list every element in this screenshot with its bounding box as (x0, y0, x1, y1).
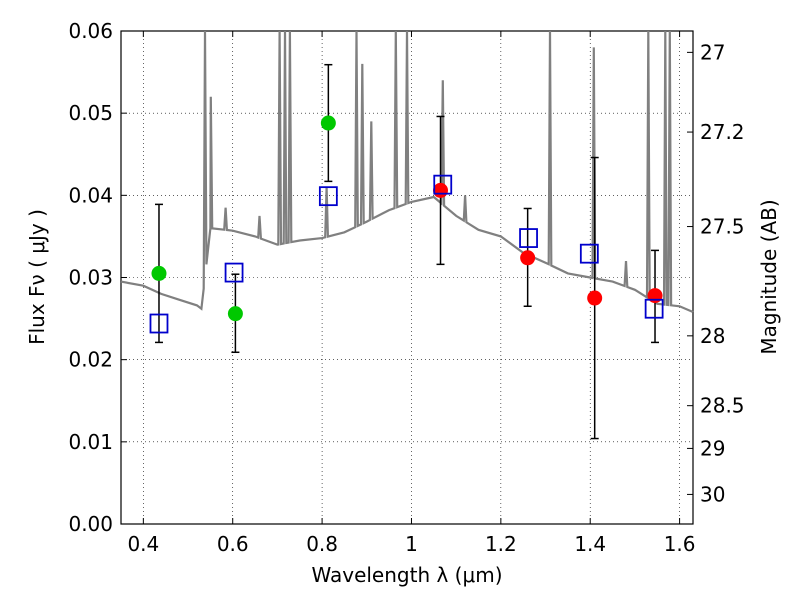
data-point (520, 250, 536, 266)
right-tick-label: 27.2 (700, 120, 745, 144)
y-tick-label: 0.00 (68, 512, 113, 536)
model-photometry-point (579, 243, 599, 264)
data-point (433, 182, 449, 198)
right-tick-label: 27 (700, 40, 725, 64)
y-tick-label: 0.02 (68, 348, 113, 372)
data-point (647, 288, 663, 304)
right-tick-label: 29 (700, 436, 725, 460)
y-tick-label: 0.01 (68, 430, 113, 454)
y-tick-label: 0.03 (68, 266, 113, 290)
right-tick-label: 27.5 (700, 215, 745, 239)
x-axis-title: Wavelength λ (μm) (311, 563, 502, 587)
y-tick-label: 0.06 (68, 19, 113, 43)
x-tick-label: 1.4 (574, 532, 606, 556)
x-tick-label: 0.4 (127, 532, 159, 556)
model-photometry-point (149, 313, 169, 334)
right-tick-label: 30 (700, 482, 725, 506)
data-markers (149, 115, 664, 334)
y-axis-title: Flux Fν ( μJy ) (25, 209, 49, 345)
model-photometry-point (519, 228, 538, 248)
right-axis-title: Magnitude (AB) (757, 199, 781, 354)
model-photometry-point (433, 174, 453, 195)
axis-ticks: 0.4 0.6 0.8 1 1.2 1.4 1.6 0.00 0.01 0.02 0.03 0.04 0… (68, 19, 744, 556)
sed-path (120, 30, 694, 314)
model-photometry-point (224, 262, 244, 283)
x-tick-label: 1.6 (664, 532, 696, 556)
data-point (151, 265, 167, 281)
data-point (320, 115, 336, 131)
y-tick-label: 0.05 (68, 101, 113, 125)
model-sed-curve (120, 30, 694, 314)
data-point (227, 306, 243, 322)
x-tick-label: 1.2 (485, 532, 517, 556)
x-tick-label: 1 (405, 532, 418, 556)
data-point (587, 290, 603, 306)
right-tick-label: 28 (700, 324, 725, 348)
right-tick-label: 28.5 (700, 394, 745, 418)
grid (121, 31, 693, 524)
model-photometry-point (318, 186, 338, 207)
y-tick-label: 0.04 (68, 183, 113, 207)
x-tick-label: 0.6 (217, 532, 249, 556)
x-tick-label: 0.8 (306, 532, 338, 556)
model-photometry-point (644, 298, 664, 319)
